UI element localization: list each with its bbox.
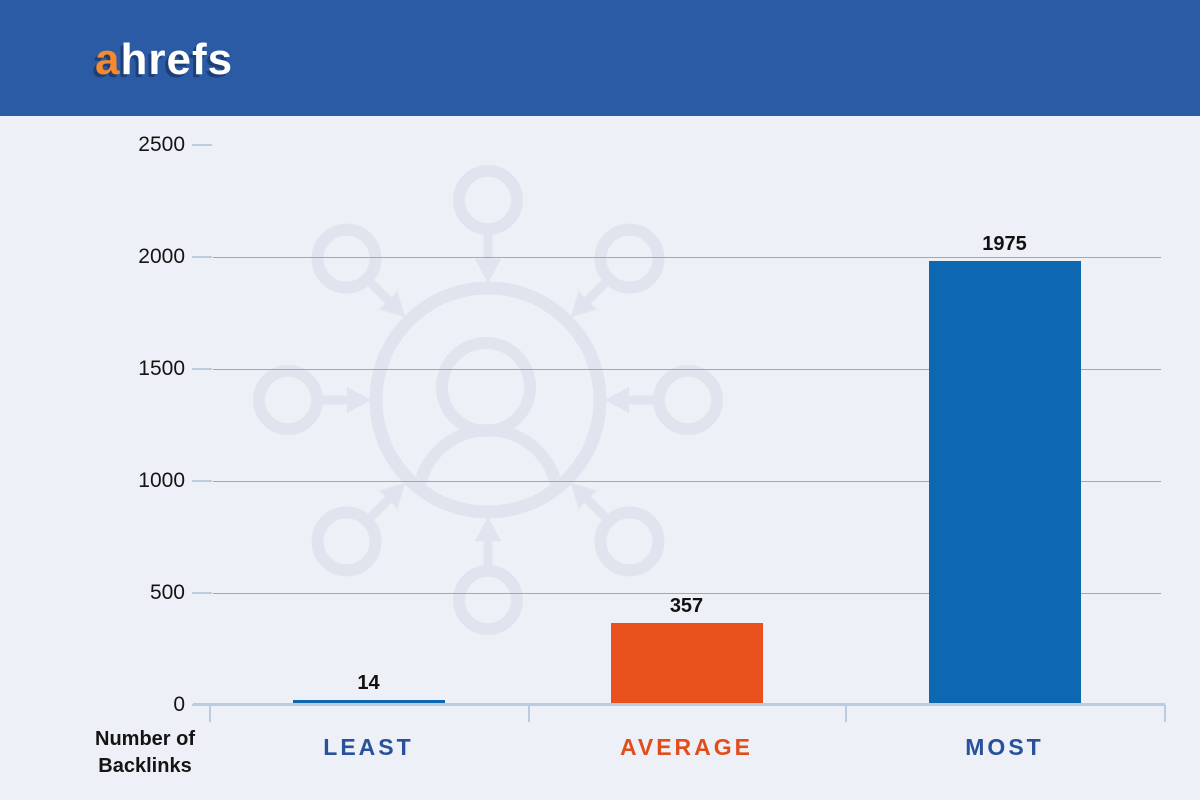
y-tick-label: 2000 [138, 245, 185, 268]
gridline [213, 257, 1161, 258]
x-axis-tick [1164, 705, 1166, 722]
category-label-least: LEAST [323, 734, 414, 760]
inbound-links-network-watermark-icon [253, 165, 723, 635]
bar-most [928, 261, 1081, 703]
gridline [213, 369, 1161, 370]
category-label-average: AVERAGE [619, 734, 754, 760]
y-axis-tick [192, 368, 212, 370]
y-axis-tick [192, 256, 212, 258]
bar-average [610, 623, 763, 703]
backlinks-bar-chart: 2500 2000 1500 1000 500 0 14 357 1975 LEAST AVER… [0, 116, 1200, 800]
y-tick-label: 1000 [138, 469, 185, 492]
bar-value-label: 1975 [982, 233, 1027, 255]
bar-value-label: 14 [357, 672, 380, 694]
gridline [213, 481, 1161, 482]
y-axis-tick [192, 592, 212, 594]
header-banner: ahrefs [0, 0, 1200, 116]
y-tick-label: 0 [173, 693, 185, 716]
x-axis-baseline [193, 703, 1165, 706]
y-tick-label: 500 [149, 581, 185, 604]
logo-letter-a: a [95, 35, 121, 84]
y-axis-title: Number of Backlinks [45, 726, 245, 780]
y-axis-title-line2: Backlinks [98, 755, 192, 777]
bar-least [292, 700, 445, 703]
x-axis-tick [845, 705, 847, 722]
bar-value-label: 357 [669, 595, 704, 617]
y-axis-tick [192, 144, 212, 146]
x-axis-tick [528, 705, 530, 722]
y-tick-label: 2500 [138, 133, 185, 156]
y-tick-label: 1500 [138, 357, 185, 380]
category-label-most: MOST [965, 734, 1044, 760]
gridline [213, 593, 1161, 594]
x-axis-tick [209, 705, 211, 722]
y-axis-title-line1: Number of [95, 728, 195, 750]
ahrefs-logo: ahrefs [95, 38, 233, 82]
logo-text: hrefs [120, 35, 234, 84]
y-axis-tick [192, 480, 212, 482]
